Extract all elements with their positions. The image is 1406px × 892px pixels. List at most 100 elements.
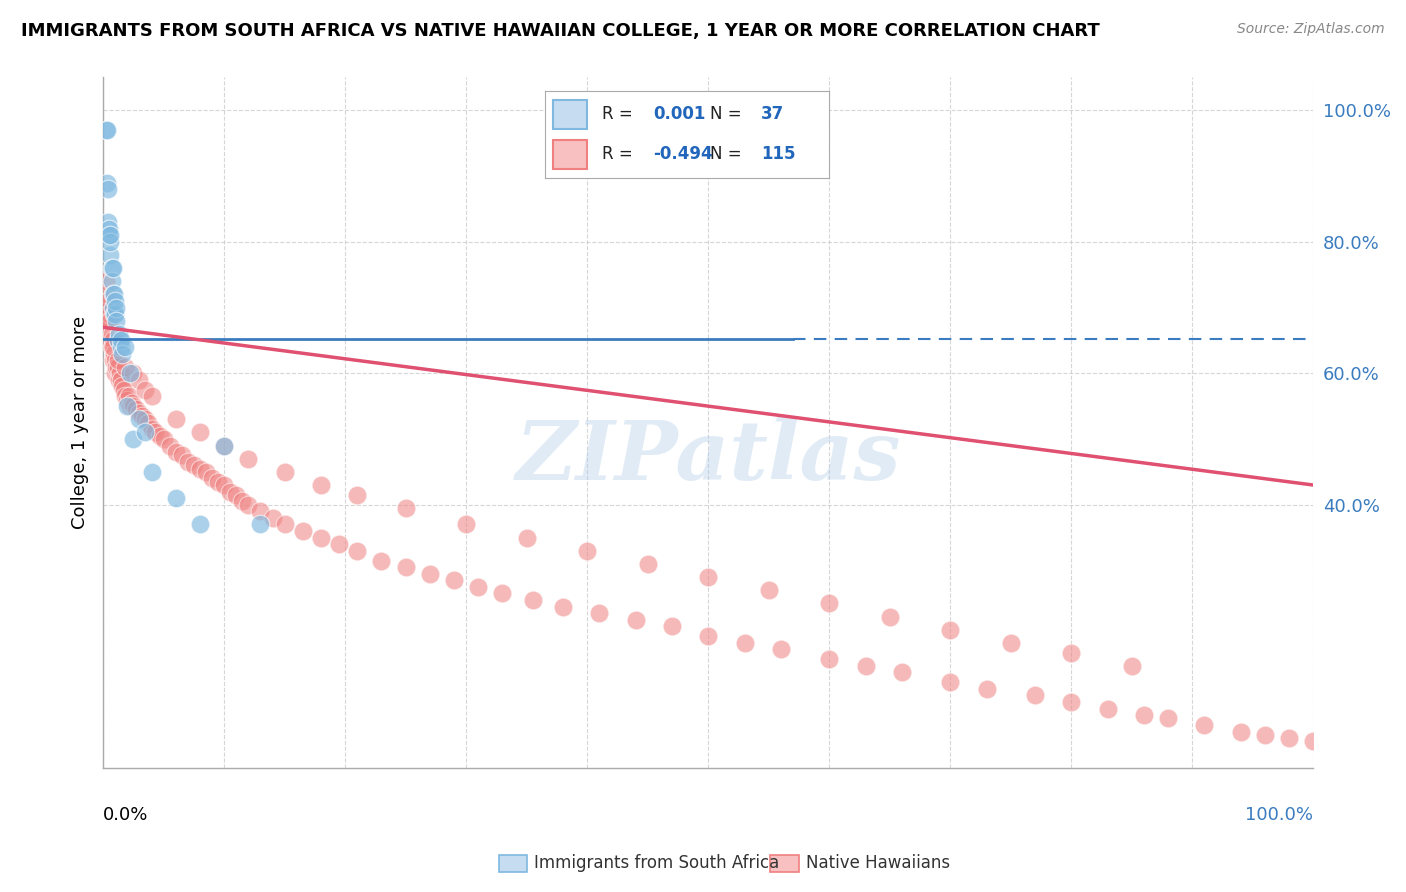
Point — [1133, 708, 1156, 723]
Point — [207, 475, 229, 489]
Point — [117, 399, 139, 413]
Text: Immigrants from South Africa: Immigrants from South Africa — [534, 855, 779, 872]
Point — [467, 580, 489, 594]
Point — [96, 123, 118, 137]
Point — [1060, 646, 1083, 660]
Point — [328, 537, 350, 551]
Point — [588, 606, 610, 620]
Point — [395, 560, 418, 574]
Point — [110, 340, 132, 354]
Point — [122, 399, 145, 413]
Point — [188, 425, 211, 440]
Point — [1024, 689, 1046, 703]
Point — [117, 389, 139, 403]
Point — [128, 406, 150, 420]
Point — [143, 425, 166, 440]
Point — [188, 517, 211, 532]
Point — [104, 353, 127, 368]
Point — [141, 465, 163, 479]
Point — [121, 396, 143, 410]
Point — [141, 389, 163, 403]
Point — [101, 353, 124, 368]
Point — [101, 340, 124, 354]
Point — [94, 274, 117, 288]
Point — [291, 524, 314, 538]
Point — [346, 543, 368, 558]
Point — [576, 543, 599, 558]
Point — [98, 221, 121, 235]
Point — [769, 642, 792, 657]
Point — [1254, 728, 1277, 742]
Text: Native Hawaiians: Native Hawaiians — [806, 855, 950, 872]
Point — [97, 182, 120, 196]
Y-axis label: College, 1 year or more: College, 1 year or more — [72, 316, 89, 529]
Point — [522, 593, 544, 607]
Point — [100, 261, 122, 276]
Point — [249, 517, 271, 532]
Point — [309, 531, 332, 545]
Point — [1000, 636, 1022, 650]
Point — [890, 665, 912, 680]
Point — [107, 359, 129, 374]
Point — [125, 402, 148, 417]
Point — [201, 471, 224, 485]
Point — [105, 301, 128, 315]
Point — [107, 334, 129, 348]
Point — [103, 307, 125, 321]
Point — [624, 613, 647, 627]
Point — [231, 494, 253, 508]
Point — [370, 554, 392, 568]
Point — [118, 366, 141, 380]
Point — [101, 261, 124, 276]
Point — [1229, 724, 1251, 739]
Point — [309, 478, 332, 492]
Text: 0.0%: 0.0% — [103, 805, 149, 823]
Point — [1157, 711, 1180, 725]
Point — [149, 428, 172, 442]
Point — [122, 366, 145, 380]
Point — [225, 488, 247, 502]
Point — [114, 340, 136, 354]
Point — [101, 287, 124, 301]
Point — [108, 373, 131, 387]
Point — [94, 123, 117, 137]
Point — [818, 596, 841, 610]
Point — [101, 334, 124, 348]
Point — [183, 458, 205, 473]
Point — [1302, 734, 1324, 748]
Point — [107, 353, 129, 368]
Point — [108, 326, 131, 341]
Point — [262, 511, 284, 525]
Point — [551, 599, 574, 614]
Point — [165, 412, 187, 426]
Point — [100, 334, 122, 348]
Point — [98, 228, 121, 243]
Point — [1097, 701, 1119, 715]
Point — [111, 346, 134, 360]
Point — [346, 488, 368, 502]
Point — [100, 248, 122, 262]
Point — [491, 586, 513, 600]
Point — [177, 455, 200, 469]
Point — [131, 409, 153, 423]
Point — [818, 652, 841, 666]
Point — [97, 314, 120, 328]
Point — [128, 373, 150, 387]
Point — [112, 383, 135, 397]
Point — [111, 379, 134, 393]
Point — [103, 346, 125, 360]
Point — [100, 228, 122, 243]
Point — [122, 432, 145, 446]
Point — [273, 465, 295, 479]
Point — [134, 383, 156, 397]
Point — [98, 320, 121, 334]
Point — [212, 478, 235, 492]
Point — [134, 412, 156, 426]
Point — [1060, 695, 1083, 709]
Point — [110, 373, 132, 387]
Point — [879, 609, 901, 624]
Point — [1278, 731, 1301, 745]
Point — [637, 557, 659, 571]
Point — [238, 498, 260, 512]
Point — [128, 412, 150, 426]
